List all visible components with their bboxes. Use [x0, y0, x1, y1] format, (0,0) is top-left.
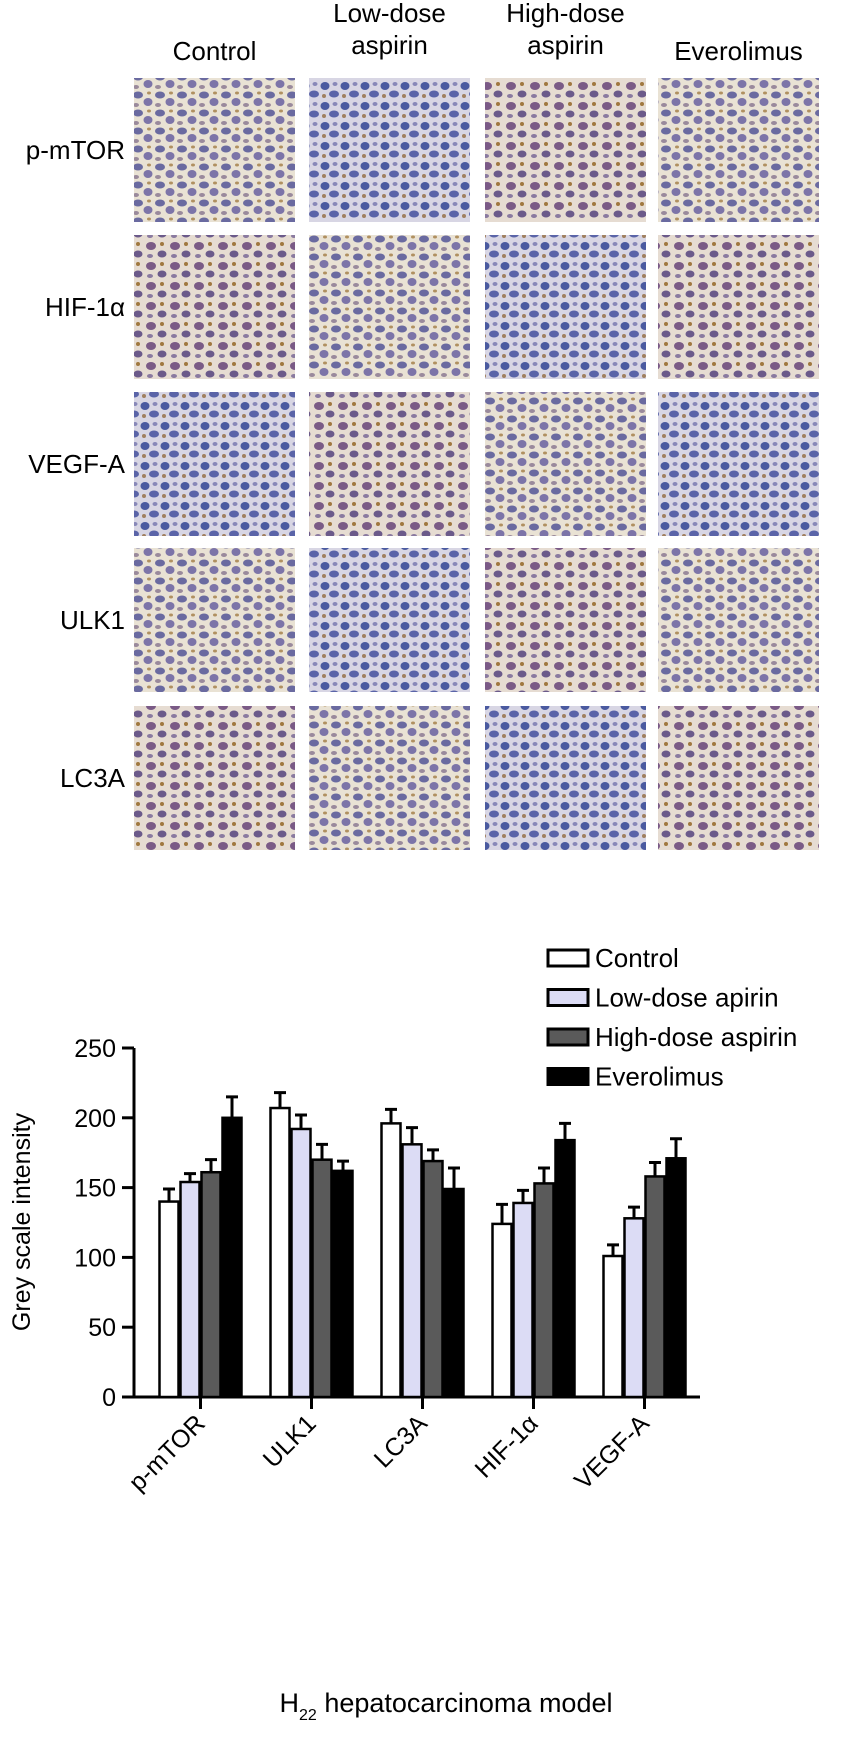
error-bar	[670, 1137, 682, 1159]
histology-image	[134, 548, 295, 692]
error-bar	[649, 1160, 661, 1177]
x-axis-label: H22 hepatocarcinoma model	[280, 1688, 613, 1724]
y-tick-label: 100	[74, 1244, 116, 1272]
histology-image	[134, 392, 295, 536]
error-bar	[496, 1202, 508, 1224]
bar	[158, 1200, 180, 1399]
histology-image	[485, 706, 646, 850]
y-tick-label: 0	[102, 1384, 116, 1412]
histology-image	[485, 548, 646, 692]
row-label: HIF-1α	[45, 292, 125, 322]
error-bar	[559, 1121, 571, 1141]
legend-swatch	[546, 988, 590, 1007]
column-header: Low-dose	[333, 0, 446, 28]
error-bar	[628, 1205, 640, 1219]
histology-image	[658, 548, 819, 692]
bar	[200, 1170, 222, 1399]
x-axis-label-base: H	[280, 1688, 300, 1718]
histology-image	[485, 78, 646, 222]
x-tick-label: LC3A	[369, 1409, 433, 1473]
bar	[644, 1175, 666, 1399]
y-axis-label: Grey scale intensity	[8, 1112, 36, 1331]
histology-image	[309, 548, 470, 692]
y-tick-label: 200	[74, 1105, 116, 1133]
column-header: Everolimus	[674, 36, 803, 66]
error-bar	[538, 1166, 550, 1184]
column-header: aspirin	[351, 30, 428, 60]
error-bar	[427, 1148, 439, 1162]
bar	[491, 1222, 513, 1399]
error-bar	[406, 1126, 418, 1145]
legend-swatch	[546, 1067, 590, 1086]
histology-image	[658, 392, 819, 536]
bar	[623, 1217, 645, 1399]
error-bar	[163, 1187, 175, 1202]
x-axis-label-rest: hepatocarcinoma model	[317, 1688, 613, 1718]
histology-image	[658, 235, 819, 379]
error-bar	[517, 1188, 529, 1203]
row-label: ULK1	[60, 605, 125, 635]
histology-image	[309, 706, 470, 850]
histology-image	[309, 78, 470, 222]
histology-image	[309, 392, 470, 536]
histology-image	[658, 78, 819, 222]
bar	[533, 1182, 555, 1399]
error-bar	[316, 1142, 328, 1160]
x-tick-label: VEGF-A	[569, 1409, 655, 1495]
bar-chart: Grey scale intensity H22 hepatocarcinoma…	[8, 943, 797, 1724]
y-tick-label: 50	[88, 1314, 116, 1342]
y-tick-label: 150	[74, 1175, 116, 1203]
histology-image	[485, 392, 646, 536]
bar	[380, 1122, 402, 1399]
histology-image	[309, 235, 470, 379]
error-bar	[205, 1158, 217, 1173]
legend-swatch	[546, 948, 590, 968]
bar	[221, 1116, 243, 1399]
error-bar	[184, 1172, 196, 1183]
bar	[602, 1254, 624, 1399]
error-bar	[385, 1107, 397, 1124]
error-bar	[337, 1159, 349, 1171]
error-bar	[274, 1091, 286, 1109]
error-bar	[226, 1095, 238, 1118]
bar	[311, 1158, 333, 1399]
x-tick-label: p-mTOR	[124, 1409, 211, 1496]
y-tick-label: 250	[74, 1035, 116, 1063]
error-bar	[448, 1166, 460, 1189]
legend-label: Low-dose apirin	[595, 983, 779, 1013]
histology-image	[658, 706, 819, 850]
bar	[665, 1157, 687, 1399]
column-header: Control	[173, 36, 257, 66]
histology-image	[485, 235, 646, 379]
bar	[401, 1143, 423, 1399]
bar	[512, 1201, 534, 1399]
legend-label: Everolimus	[595, 1062, 724, 1092]
column-header: aspirin	[527, 30, 604, 60]
legend-label: Control	[595, 943, 679, 973]
bar	[554, 1138, 576, 1399]
row-label: VEGF-A	[28, 449, 125, 479]
legend-label: High-dose aspirin	[595, 1022, 797, 1052]
bar	[290, 1127, 312, 1399]
bar	[179, 1180, 201, 1399]
x-axis-label-subscript: 22	[299, 1707, 317, 1724]
x-tick-label: HIF-1α	[470, 1409, 544, 1483]
histology-image	[134, 78, 295, 222]
row-label: p-mTOR	[26, 135, 125, 165]
bar	[332, 1169, 354, 1399]
column-header: High-dose	[506, 0, 625, 28]
error-bar	[295, 1113, 307, 1129]
x-tick-label: ULK1	[258, 1409, 322, 1473]
legend-swatch	[546, 1027, 590, 1047]
row-label: LC3A	[60, 763, 126, 793]
bar	[422, 1159, 444, 1399]
bar	[269, 1106, 291, 1399]
error-bar	[607, 1243, 619, 1256]
histology-image	[134, 235, 295, 379]
histology-image	[134, 706, 295, 850]
bar	[443, 1187, 465, 1399]
